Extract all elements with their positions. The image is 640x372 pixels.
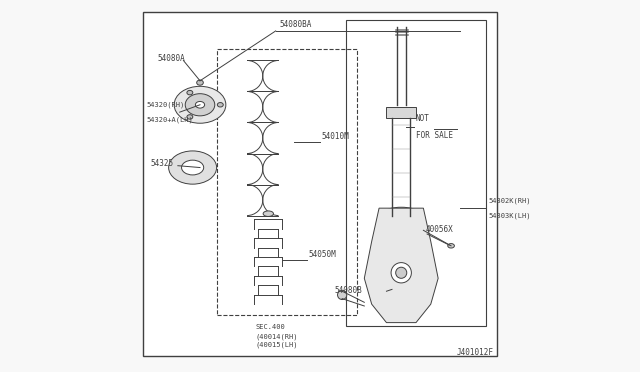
Ellipse shape [196, 80, 204, 85]
Text: 40056X: 40056X [425, 225, 453, 234]
Ellipse shape [174, 86, 226, 123]
Ellipse shape [187, 115, 193, 119]
Ellipse shape [337, 290, 347, 299]
Text: SEC.400: SEC.400 [255, 324, 285, 330]
Text: 54325: 54325 [150, 159, 173, 169]
Text: (40015(LH): (40015(LH) [255, 342, 298, 348]
Text: 54080BA: 54080BA [280, 20, 312, 29]
Ellipse shape [263, 211, 273, 217]
Ellipse shape [218, 103, 223, 107]
Text: 54080B: 54080B [335, 286, 362, 295]
Text: J401012F: J401012F [456, 348, 493, 357]
Ellipse shape [168, 151, 216, 184]
Ellipse shape [385, 207, 417, 217]
Ellipse shape [448, 244, 454, 248]
Text: 54303K(LH): 54303K(LH) [488, 212, 531, 219]
Text: NOT: NOT [416, 114, 430, 123]
Ellipse shape [182, 160, 204, 175]
Text: 54320(RH): 54320(RH) [147, 102, 185, 109]
FancyBboxPatch shape [143, 13, 497, 356]
Ellipse shape [187, 90, 193, 95]
Ellipse shape [396, 267, 407, 278]
Text: 54010M: 54010M [322, 132, 349, 141]
Text: FOR SALE: FOR SALE [416, 131, 453, 140]
Text: (40014(RH): (40014(RH) [255, 334, 298, 340]
Ellipse shape [195, 102, 205, 108]
FancyBboxPatch shape [387, 107, 416, 118]
Text: 54080A: 54080A [157, 54, 186, 63]
Ellipse shape [185, 94, 215, 116]
Text: 54050M: 54050M [309, 250, 337, 259]
Text: 54320+A(LH): 54320+A(LH) [147, 116, 193, 123]
Text: 54302K(RH): 54302K(RH) [488, 198, 531, 205]
Ellipse shape [391, 263, 412, 283]
Polygon shape [364, 208, 438, 323]
